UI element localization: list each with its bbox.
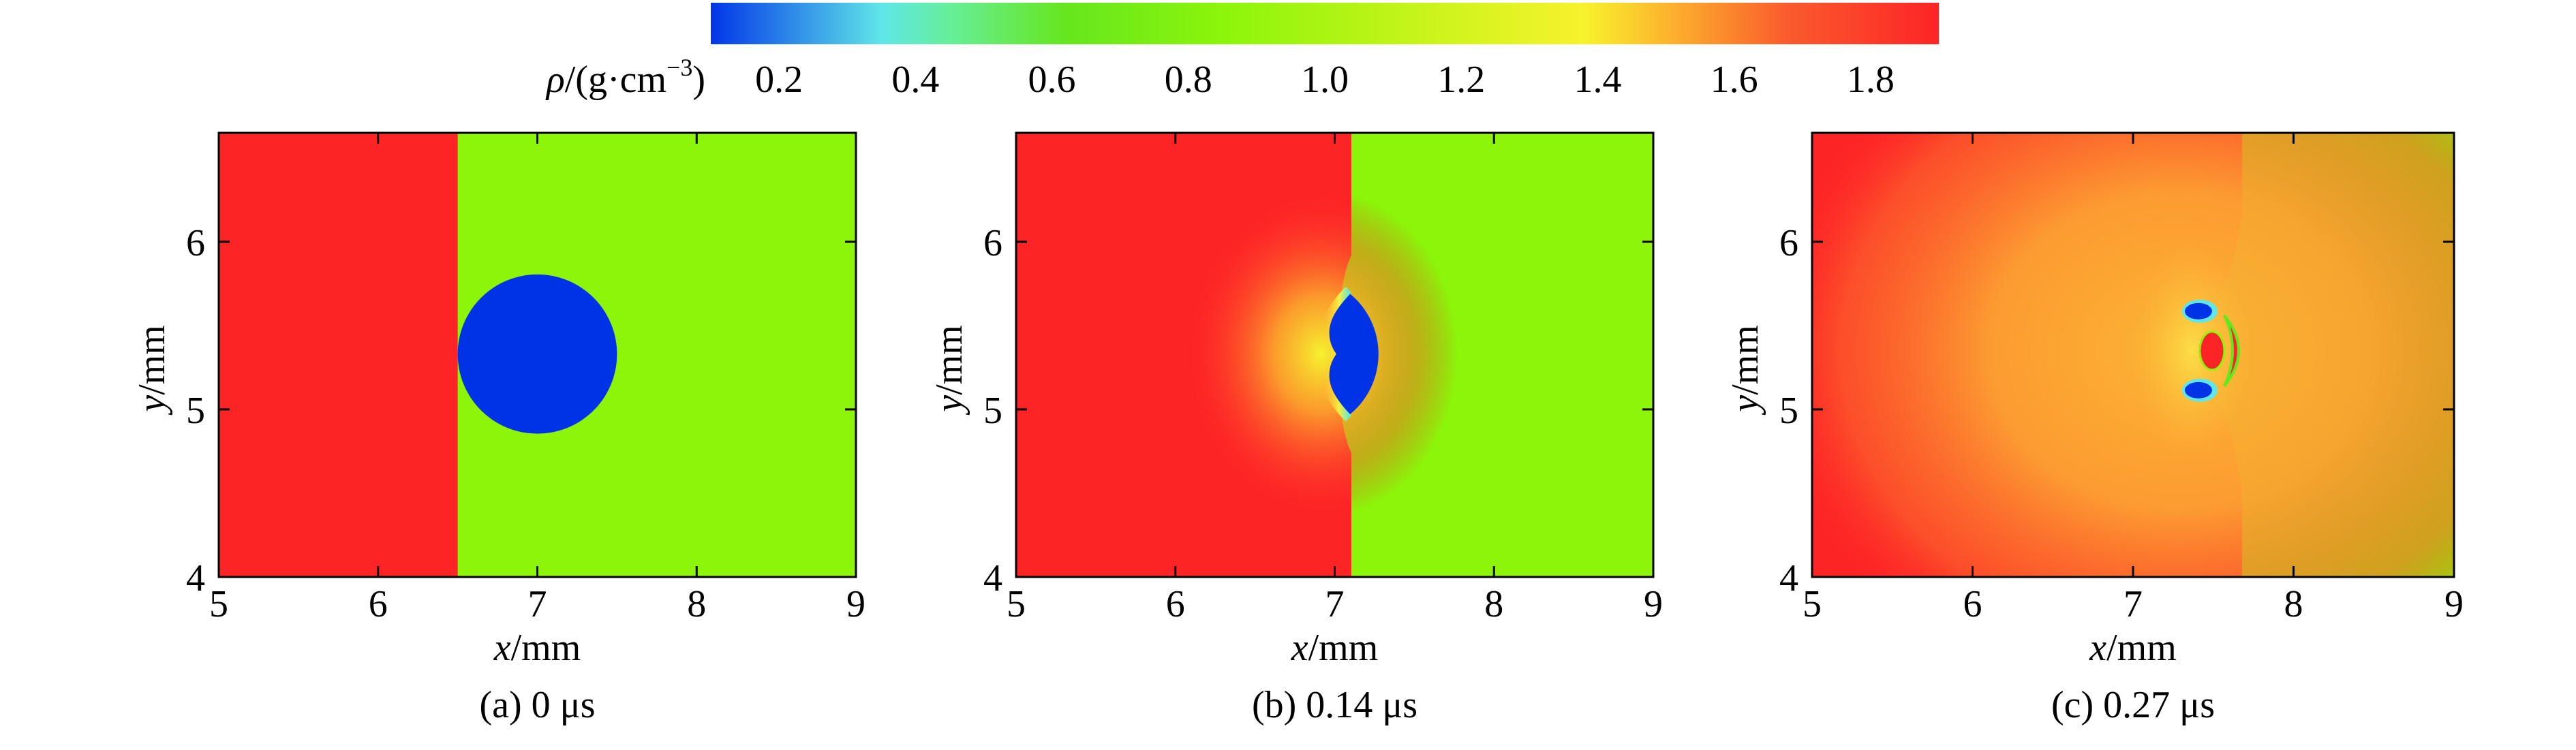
y-tick-label: 6 [983,222,1002,264]
y-tick-label: 6 [1779,222,1798,264]
panel-c [1812,133,2454,577]
colorbar-tick-label: 0.6 [1028,59,1076,101]
x-axis-label: x/mm [1291,627,1379,669]
colorbar-tick-label: 0.8 [1165,59,1212,101]
panel-c-fragment [2184,302,2212,319]
panel-c-crescent [2223,314,2240,388]
x-tick-label: 7 [2123,583,2143,625]
colorbar-gradient [711,3,1939,44]
y-tick-label: 6 [186,222,205,264]
colorbar: ρ/(g·cm−3) 0.2 0.4 0.6 0.8 1.0 1.2 1.4 1.6 1.8 [545,3,1939,101]
x-tick-label: 9 [2444,583,2464,625]
colorbar-tick-label: 0.2 [755,59,803,101]
x-tick-label: 5 [209,583,228,625]
panel-c-inner-glow [2130,241,2253,460]
panel-c-bubble-fragments [2181,299,2240,402]
x-tick-label: 8 [1484,583,1503,625]
colorbar-tick-label: 0.4 [891,59,939,101]
colorbar-tick-label: 1.2 [1437,59,1485,101]
x-tick-label: 6 [1963,583,1982,625]
panel-b-refraction-glow [1184,190,1458,518]
panel-b-bubble [1329,294,1379,415]
panel-caption: (c) 0.27 μs [2051,684,2215,726]
colorbar-tick-label: 1.6 [1711,59,1758,101]
panel-caption: (a) 0 μs [480,684,596,726]
x-tick-label: 5 [1803,583,1822,625]
x-tick-label: 8 [687,583,706,625]
colorbar-ticks: 0.2 0.4 0.6 0.8 1.0 1.2 1.4 1.6 1.8 [755,59,1895,101]
panel-a-field [219,133,856,577]
panel-a [219,133,856,577]
x-tick-label: 6 [369,583,388,625]
panel-a-bubble [457,274,617,434]
y-tick-label: 5 [186,390,205,432]
x-axis-label: x/mm [2089,627,2177,669]
colorbar-label-symbol: ρ [545,59,565,101]
panel-c-fragment [2184,381,2212,399]
x-tick-label: 9 [846,583,865,625]
colorbar-tick-label: 1.8 [1847,59,1895,101]
panel-a-shocked-region [219,133,458,577]
panel-b-field [1016,133,1653,577]
y-tick-label: 5 [983,390,1002,432]
colorbar-tick-label: 1.0 [1301,59,1349,101]
colorbar-label-exp: −3 [666,54,692,81]
y-tick-label: 5 [1779,390,1798,432]
panel-caption: (b) 0.14 μs [1252,684,1417,726]
x-tick-label: 7 [1325,583,1345,625]
y-axis-label: y/mm [1724,325,1766,416]
x-tick-label: 5 [1007,583,1026,625]
panel-c-field [1812,133,2454,577]
y-tick-label: 4 [983,557,1002,599]
panel-b-interface [1320,287,1352,422]
panel-b [1016,133,1653,577]
y-axis-label: y/mm [928,325,970,416]
x-tick-label: 7 [528,583,547,625]
x-tick-label: 8 [2284,583,2303,625]
colorbar-tick-label: 1.4 [1574,59,1621,101]
colorbar-label: ρ/(g·cm−3) [545,54,705,101]
x-tick-label: 9 [1644,583,1663,625]
colorbar-label-unit: /(g·cm [565,59,666,101]
x-tick-label: 6 [1166,583,1185,625]
panel-c-jet [2198,330,2226,371]
y-axis-label: y/mm [131,325,173,416]
colorbar-label-close: ) [692,59,705,101]
y-tick-label: 4 [1779,557,1798,599]
x-axis-label: x/mm [493,627,581,669]
y-tick-label: 4 [186,557,205,599]
